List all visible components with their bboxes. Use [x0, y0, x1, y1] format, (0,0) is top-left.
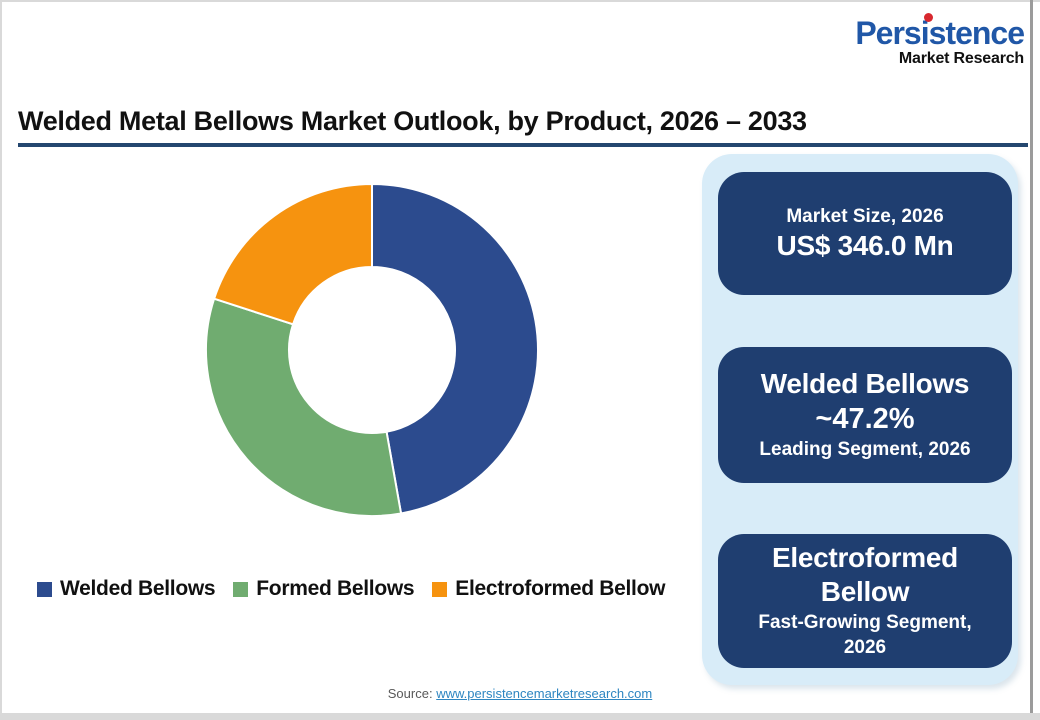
highlights-panel: Market Size, 2026 US$ 346.0 Mn Welded Be…: [702, 154, 1018, 685]
chart-legend: Welded Bellows Formed Bellows Electrofor…: [37, 577, 665, 601]
legend-item-welded-bellows: Welded Bellows: [37, 577, 216, 601]
leading-segment-card-value: ~47.2%: [815, 403, 915, 436]
legend-label: Electroformed Bellow: [455, 577, 666, 600]
legend-item-formed-bellows: Formed Bellows: [233, 577, 415, 601]
title-block: Welded Metal Bellows Market Outlook, by …: [18, 106, 1028, 147]
frame-bottom-border: [0, 713, 1040, 720]
logo-subtitle-text: Market Research: [898, 50, 1024, 67]
legend-swatch-electroformed-bellow: [432, 581, 448, 597]
logo-brand-text: Persistence: [855, 15, 1025, 51]
frame-left-border: [0, 0, 2, 720]
title-underline: [18, 143, 1028, 147]
company-logo: Persistence Market Research: [855, 13, 1025, 67]
source-link[interactable]: www.persistencemarketresearch.com: [436, 686, 653, 701]
leading-segment-card-title: Welded Bellows: [760, 367, 970, 399]
logo-red-dot-icon: [924, 13, 934, 22]
legend-item-electroformed-bellow: Electroformed Bellow: [432, 577, 665, 601]
leading-segment-card-caption: Leading Segment, 2026: [759, 439, 971, 461]
market-size-card: Market Size, 2026 US$ 346.0 Mn: [718, 172, 1012, 295]
source-line: Source: www.persistencemarketresearch.co…: [0, 686, 1040, 701]
market-size-card-title: Market Size, 2026: [786, 205, 944, 227]
fast-growing-segment-card-title: Electroformed Bellow: [772, 542, 958, 608]
legend-swatch-welded-bellows: [37, 581, 52, 597]
page-title: Welded Metal Bellows Market Outlook, by …: [18, 106, 807, 136]
frame-top-border: [0, 0, 1040, 2]
donut-segment-formed-bellows: [204, 297, 403, 517]
donut-segment-electroformed-bellow: [213, 183, 373, 326]
donut-chart-svg: [204, 183, 539, 517]
market-size-card-value: US$ 346.0 Mn: [776, 230, 954, 262]
fast-growing-segment-card-caption: Fast-Growing Segment, 2026: [758, 611, 972, 659]
legend-label: Welded Bellows: [60, 577, 216, 600]
donut-segment-welded-bellows: [371, 183, 539, 515]
frame-right-border: [1030, 0, 1033, 720]
legend-swatch-formed-bellows: [233, 581, 249, 597]
source-label: Source:: [387, 686, 433, 701]
donut-chart: [202, 180, 542, 520]
fast-growing-segment-card: Electroformed Bellow Fast-Growing Segmen…: [718, 534, 1012, 668]
leading-segment-card: Welded Bellows ~47.2% Leading Segment, 2…: [718, 347, 1012, 483]
legend-label: Formed Bellows: [256, 577, 415, 600]
